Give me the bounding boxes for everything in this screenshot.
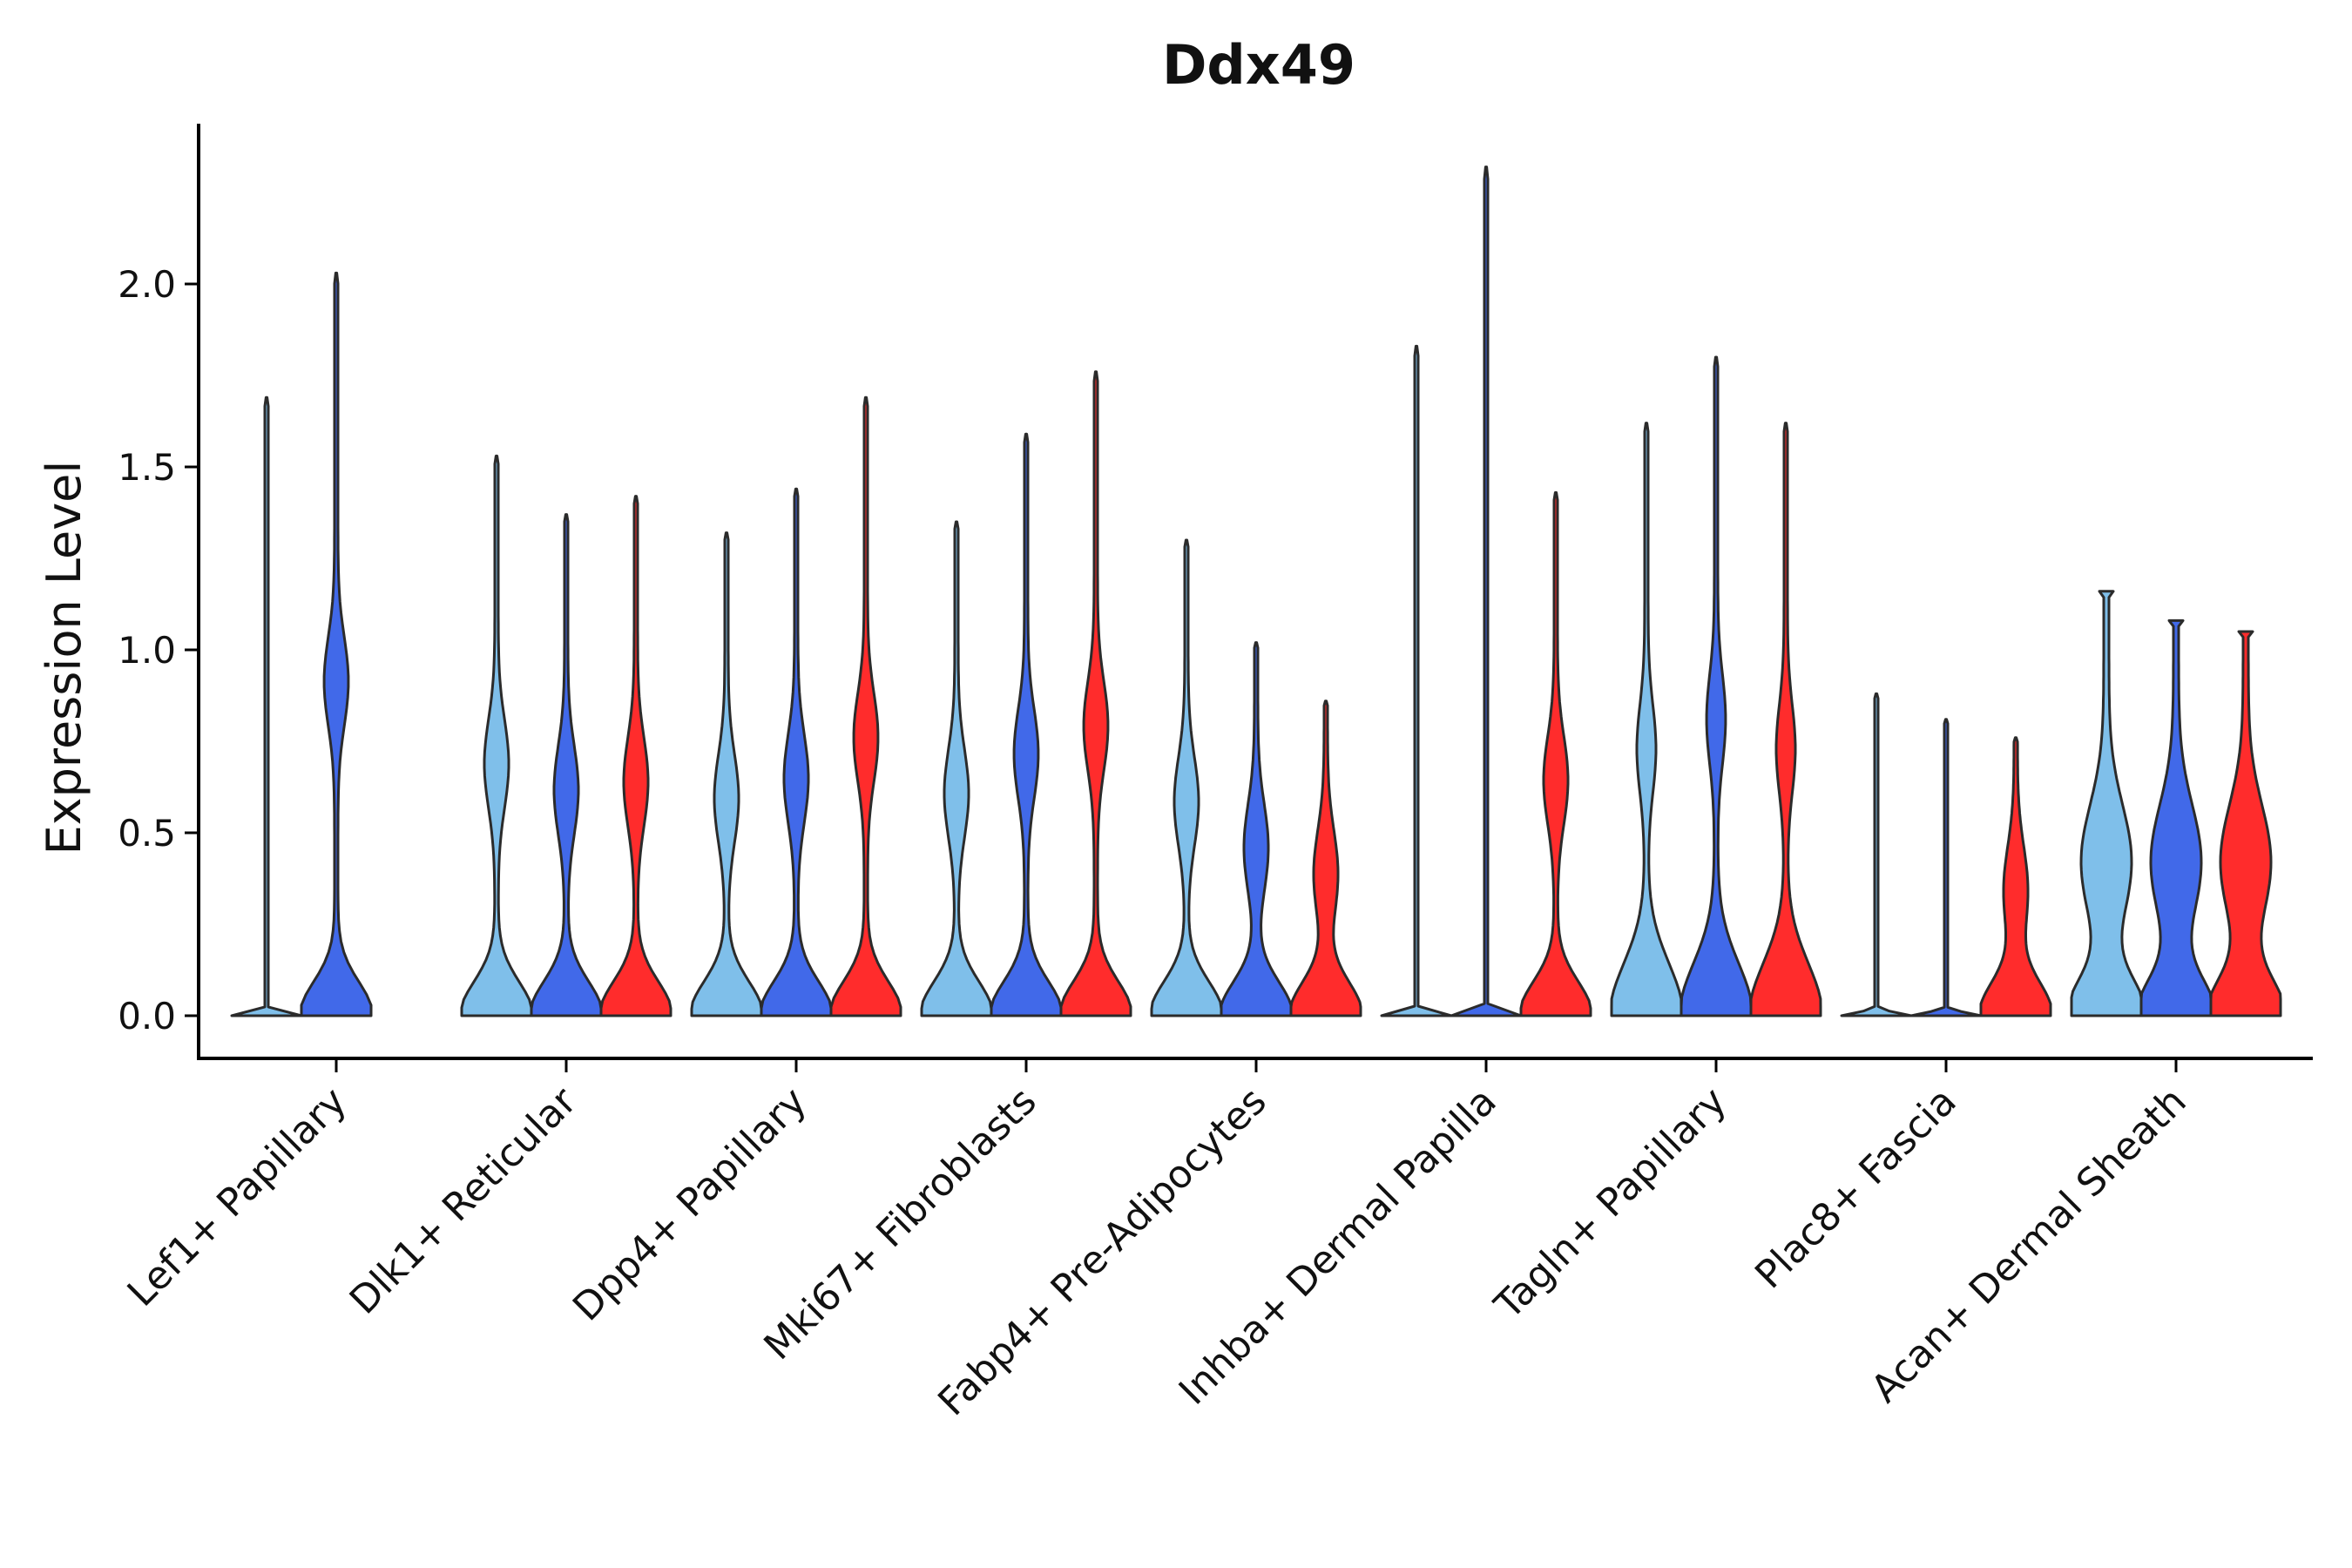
violin-3-9 [2209,630,2282,1017]
violin-2-7 [1680,355,1753,1017]
violin-2-6 [1450,166,1523,1017]
violin-2-4 [990,432,1063,1017]
y-tick-label: 0.5 [118,812,176,855]
violin-3-4 [1059,370,1132,1017]
x-category-label: Dlk1+ Reticular [341,1078,586,1323]
violin-3-7 [1749,422,1822,1017]
violin-3-6 [1519,490,1592,1017]
x-category-label: Lef1+ Papillary [119,1079,355,1315]
violin-1-7 [1610,422,1683,1017]
violin-2-9 [2139,618,2213,1017]
violin-1-1 [230,395,303,1017]
violin-2-5 [1220,641,1293,1017]
violin-2-8 [1909,718,1983,1017]
violin-1-2 [460,454,533,1017]
chart-title: Ddx49 [1162,33,1355,97]
y-tick-label: 1.0 [118,629,176,672]
violin-3-2 [599,495,672,1017]
violin-3-3 [829,395,902,1017]
violin-1-4 [920,520,993,1017]
violin-3-8 [1979,736,2052,1017]
y-tick-label: 1.5 [118,446,176,489]
violin-1-8 [1840,692,1913,1017]
violin-1-5 [1150,538,1223,1017]
violin-1-3 [690,531,763,1017]
violin-1-9 [2070,590,2143,1017]
y-axis-label: Expression Level [37,461,91,855]
violin-1-6 [1380,344,1453,1017]
violin-2-2 [530,513,603,1017]
y-tick-label: 0.0 [118,995,176,1037]
violin-2-3 [760,487,833,1017]
x-category-label: Plac8+ Fascia [1747,1079,1965,1298]
x-category-label: Dpp4+ Papillary [564,1079,815,1330]
violin-3-5 [1289,700,1362,1017]
y-tick-label: 2.0 [118,263,176,306]
violin-group [230,166,2282,1017]
x-category-label: Tagln+ Papillary [1486,1079,1735,1328]
y-ticks: 0.0 0.5 1.0 1.5 2.0 [118,263,199,1037]
violin-2-1 [300,271,373,1017]
